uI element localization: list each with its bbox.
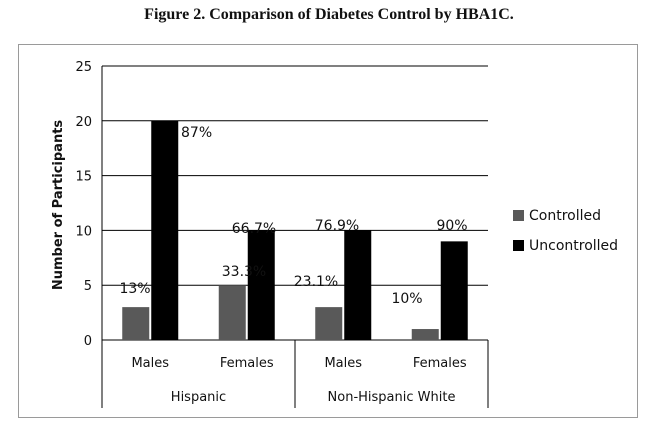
data-label-controlled: 10% xyxy=(391,291,422,307)
y-tick-label: 15 xyxy=(75,170,92,185)
data-label-uncontrolled: 87% xyxy=(181,125,212,141)
legend-swatch xyxy=(513,210,524,221)
x-category-label: Females xyxy=(220,356,274,371)
y-tick-label: 0 xyxy=(84,334,92,349)
chart-frame xyxy=(18,44,638,418)
bar-controlled xyxy=(411,329,439,340)
legend-label: Controlled xyxy=(529,208,601,224)
y-tick-label: 10 xyxy=(75,224,92,239)
x-group-label: Hispanic xyxy=(171,390,226,405)
y-tick-label: 25 xyxy=(75,60,92,75)
x-category-label: Females xyxy=(413,356,467,371)
data-label-uncontrolled: 90% xyxy=(436,218,467,234)
x-category-label: Males xyxy=(131,356,169,371)
y-tick-label: 5 xyxy=(84,279,92,294)
bar-uncontrolled xyxy=(247,230,275,340)
legend-swatch xyxy=(513,240,524,251)
data-label-uncontrolled: 66.7% xyxy=(232,221,276,237)
figure-title: Figure 2. Comparison of Diabetes Control… xyxy=(144,6,514,23)
bar-controlled xyxy=(315,307,343,340)
data-label-uncontrolled: 76.9% xyxy=(315,218,359,234)
data-label-controlled: 13% xyxy=(119,281,150,297)
x-group-label: Non-Hispanic White xyxy=(328,390,456,405)
bar-uncontrolled xyxy=(440,241,468,340)
y-tick-label: 20 xyxy=(75,115,92,130)
bar-controlled xyxy=(122,307,150,340)
data-label-controlled: 33.3% xyxy=(222,264,266,280)
bar-uncontrolled xyxy=(151,120,179,340)
bar-controlled xyxy=(218,285,246,340)
x-category-label: Males xyxy=(324,356,362,371)
data-label-controlled: 23.1% xyxy=(294,274,338,290)
legend-label: Uncontrolled xyxy=(529,238,618,254)
y-axis-title: Number of Participants xyxy=(51,120,66,291)
bar-uncontrolled xyxy=(344,230,372,340)
